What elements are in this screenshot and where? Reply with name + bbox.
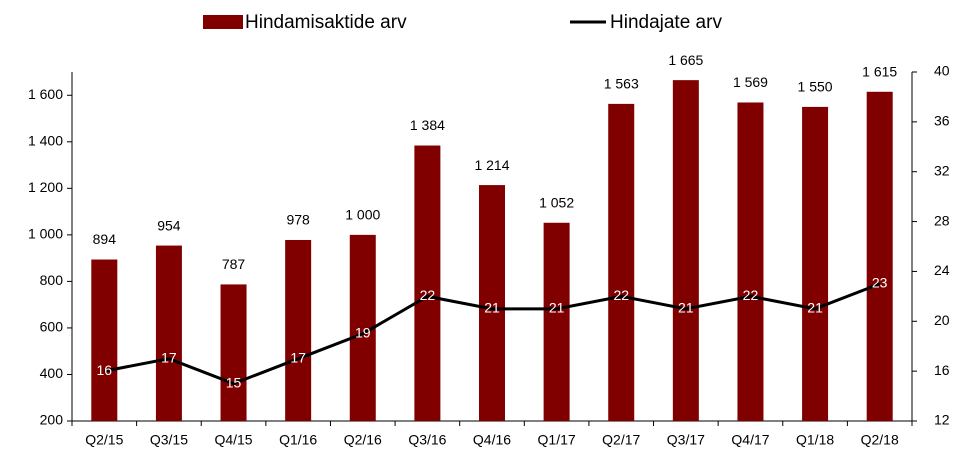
y2-tick-label: 20 [934, 312, 950, 328]
bar [608, 103, 635, 421]
bar [91, 259, 118, 421]
x-tick-label: Q2/16 [344, 432, 382, 448]
point-label: 16 [97, 362, 113, 378]
y-tick-label: 600 [40, 319, 64, 335]
x-tick-label: Q1/18 [796, 432, 834, 448]
x-tick-label: Q1/16 [279, 432, 317, 448]
x-tick-label: Q2/17 [602, 432, 640, 448]
line [104, 282, 881, 386]
bar-value-label: 787 [222, 256, 246, 272]
point-label: 21 [678, 300, 694, 316]
point-label: 22 [743, 287, 759, 303]
bar [866, 91, 893, 421]
bar [737, 102, 764, 421]
bar [155, 245, 182, 421]
legend-label: Hindajate arv [610, 12, 722, 33]
bar [285, 239, 312, 421]
y2-tick-label: 24 [934, 262, 950, 278]
legend-swatch [203, 15, 243, 29]
bar-value-label: 954 [157, 217, 181, 233]
bar-value-label: 1 214 [474, 157, 509, 173]
bar [543, 222, 570, 421]
x-tick-label: Q3/17 [667, 432, 705, 448]
y2-tick-label: 28 [934, 212, 950, 228]
y2-tick-label: 32 [934, 162, 950, 178]
x-tick-label: Q4/16 [473, 432, 511, 448]
bar [414, 145, 441, 422]
bar-value-label: 1 000 [345, 207, 380, 223]
y-tick-label: 800 [40, 272, 64, 288]
y2-tick-label: 12 [934, 412, 950, 428]
x-tick-label: Q3/15 [150, 432, 188, 448]
y-tick-label: 1 000 [28, 226, 63, 242]
y2-tick-label: 16 [934, 362, 950, 378]
y-tick-label: 1 200 [28, 179, 63, 195]
bar-value-label: 1 569 [733, 74, 768, 90]
bar-value-label: 978 [286, 212, 310, 228]
point-label: 23 [872, 275, 888, 291]
point-label: 22 [420, 287, 436, 303]
point-label: 19 [355, 324, 371, 340]
y2-tick-label: 40 [934, 63, 950, 79]
point-label: 22 [613, 287, 629, 303]
y-tick-label: 200 [40, 412, 64, 428]
bar-value-label: 1 563 [604, 76, 639, 92]
x-tick-label: Q3/16 [408, 432, 446, 448]
bar-value-label: 894 [93, 231, 117, 247]
point-label: 21 [484, 300, 500, 316]
y-tick-label: 1 400 [28, 133, 63, 149]
bar [479, 185, 505, 421]
point-label: 17 [161, 349, 177, 365]
legend-label: Hindamisaktide arv [245, 12, 407, 33]
y2-tick-label: 36 [934, 113, 950, 129]
bar [672, 80, 699, 421]
y-tick-label: 1 600 [28, 86, 63, 102]
point-label: 17 [290, 349, 306, 365]
x-tick-label: Q4/15 [214, 432, 252, 448]
bar-value-label: 1 052 [539, 194, 574, 210]
bar-value-label: 1 665 [668, 52, 703, 68]
x-tick-label: Q2/18 [861, 432, 899, 448]
point-label: 21 [549, 300, 565, 316]
bar-value-label: 1 615 [862, 63, 897, 79]
bar-value-label: 1 550 [798, 79, 833, 95]
x-tick-label: Q2/15 [85, 432, 123, 448]
x-tick-label: Q4/17 [731, 432, 769, 448]
point-label: 15 [226, 374, 242, 390]
point-label: 21 [807, 300, 823, 316]
y-tick-label: 400 [40, 365, 64, 381]
bar [802, 106, 829, 422]
x-tick-label: Q1/17 [538, 432, 576, 448]
bar [220, 284, 247, 421]
bar-value-label: 1 384 [410, 117, 445, 133]
